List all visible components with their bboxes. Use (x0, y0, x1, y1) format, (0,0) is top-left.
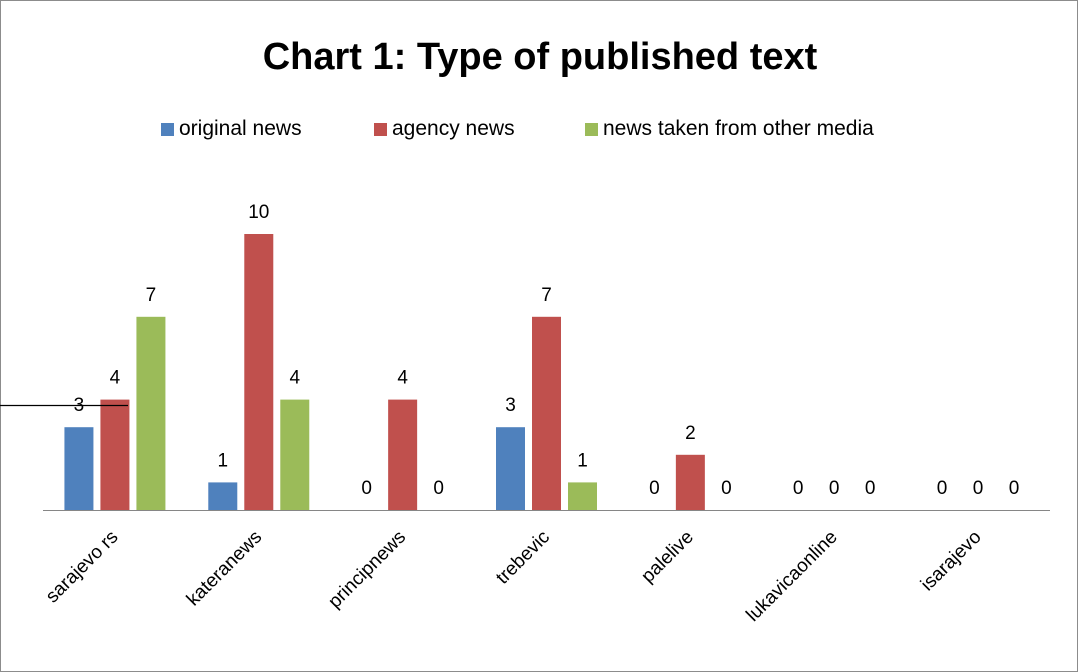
chart-legend: original news agency news news taken fro… (1, 117, 1078, 141)
bar-kateranews-series-0 (208, 482, 238, 510)
x-tick-label-lukavicaonline: lukavicaonline (743, 527, 842, 626)
data-label-trebevic-series-1: 7 (541, 285, 552, 306)
bar-principnews-series-1 (388, 399, 418, 510)
x-tick-label-isarajevo: isarajevo (917, 527, 986, 596)
data-label-principnews-series-1: 4 (397, 368, 408, 389)
data-label-palelive-series-2: 0 (721, 478, 732, 499)
x-tick-label-palelive: palelive (637, 527, 697, 587)
data-label-kateranews-series-1: 10 (248, 202, 269, 223)
bar-kateranews-series-2 (280, 399, 310, 510)
data-label-trebevic-series-2: 1 (577, 450, 588, 471)
data-label-lukavicaonline-series-1: 0 (829, 478, 840, 499)
data-label-palelive-series-1: 2 (685, 423, 696, 444)
bar-trebevic-series-0 (496, 427, 525, 510)
data-label-principnews-series-0: 0 (361, 478, 372, 499)
data-label-principnews-series-2: 0 (433, 478, 444, 499)
legend-item-original-news: original news (161, 117, 302, 141)
legend-label-agency-news: agency news (392, 117, 515, 140)
bar-sarajevo-rs-series-1 (100, 399, 130, 510)
legend-swatch-original-news (161, 122, 174, 136)
x-tick-label-principnews: principnews (324, 527, 410, 613)
data-label-kateranews-series-0: 1 (217, 450, 228, 471)
data-label-isarajevo-series-2: 0 (1009, 478, 1020, 499)
data-label-sarajevo-rs-series-1: 4 (110, 368, 121, 389)
x-tick-label-kateranews: kateranews (183, 527, 267, 611)
bar-trebevic-series-2 (568, 482, 597, 510)
bar-kateranews-series-1 (244, 234, 274, 510)
data-label-isarajevo-series-1: 0 (973, 478, 984, 499)
data-label-lukavicaonline-series-2: 0 (865, 478, 876, 499)
bar-sarajevo-rs-series-2 (136, 316, 166, 510)
bar-palelive-series-1 (675, 454, 705, 510)
data-label-kateranews-series-2: 4 (289, 368, 300, 389)
x-tick-label-trebevic: trebevic (492, 527, 554, 589)
bar-trebevic-series-1 (532, 316, 561, 510)
data-label-lukavicaonline-series-0: 0 (793, 478, 804, 499)
x-tick-label-sarajevo-rs: sarajevo rs (42, 527, 123, 608)
legend-label-original-news: original news (179, 117, 302, 140)
legend-swatch-agency-news (374, 122, 387, 136)
data-label-isarajevo-series-0: 0 (937, 478, 948, 499)
legend-label-news-from-other-media: news taken from other media (603, 117, 874, 140)
data-label-trebevic-series-0: 3 (505, 395, 516, 416)
data-label-palelive-series-0: 0 (649, 478, 660, 499)
bar-sarajevo-rs-series-0 (64, 427, 94, 510)
chart-title: Chart 1: Type of published text (262, 36, 818, 78)
legend-item-news-from-other-media: news taken from other media (585, 117, 874, 141)
data-label-sarajevo-rs-series-2: 7 (146, 285, 157, 306)
legend-swatch-news-from-other-media (585, 122, 598, 136)
legend-item-agency-news: agency news (374, 117, 515, 141)
